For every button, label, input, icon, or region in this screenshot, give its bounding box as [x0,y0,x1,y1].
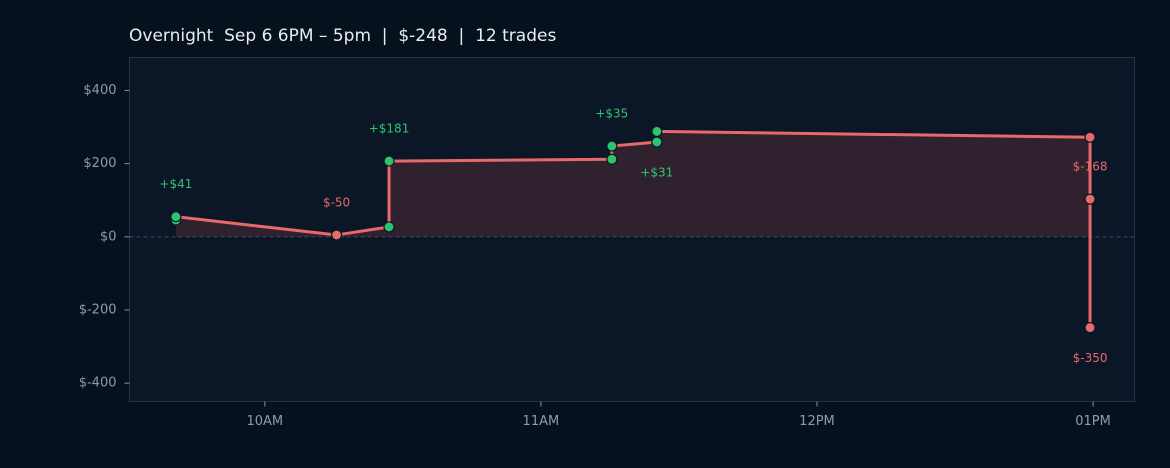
area [175,131,1091,328]
trade-label: $-350 [1073,351,1108,365]
trade-label: $-50 [323,195,350,209]
x-tick-label: 01PM [1075,414,1111,429]
point [651,136,663,148]
trade-label: +$41 [159,177,192,191]
x-tick-label: 11AM [523,414,560,429]
trade-label: +$31 [640,166,673,180]
y-tick-label: $200 [83,156,116,171]
trade-label: +$35 [595,107,628,121]
point [383,221,395,233]
point [1084,321,1096,334]
point [170,211,182,223]
point [606,140,618,152]
trade-label: $-168 [1073,160,1108,174]
line [174,129,1092,328]
trade-label: +$181 [369,122,410,136]
chart-title: Overnight Sep 6 6PM – 5pm | $-248 | 12 t… [129,26,556,46]
point [383,155,395,167]
y-tick-label: $-400 [79,376,117,391]
point [1084,193,1096,205]
y-tick-label: $400 [83,83,116,98]
y-tick-label: $0 [100,229,117,244]
x-tick-label: 10AM [246,414,283,429]
y-tick-label: $-200 [79,303,117,318]
x-tick-label: 12PM [799,414,835,429]
point [606,153,618,165]
point [330,229,343,241]
point [1084,131,1096,143]
point [651,125,663,138]
